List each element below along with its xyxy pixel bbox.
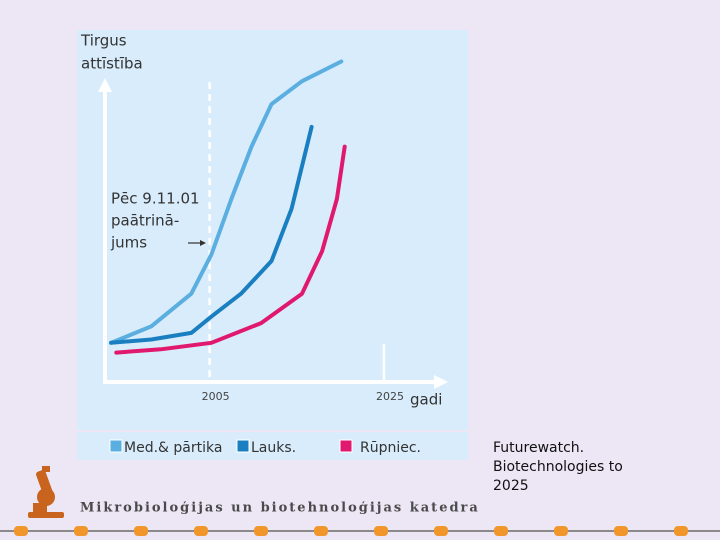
legend-area (77, 432, 468, 460)
annotation-line: Pēc 9.11.01 (111, 190, 200, 208)
y-label-line: attīstība (81, 55, 143, 73)
source-line: Biotechnologies to (493, 459, 623, 475)
source-line: 2025 (493, 478, 529, 494)
footer-rule (0, 526, 720, 536)
x-tick-label: 2025 (376, 390, 404, 403)
legend-label: Lauks. (251, 440, 296, 456)
axes (98, 78, 448, 389)
annotation-arrow (188, 240, 206, 246)
series-line (109, 59, 344, 345)
legend-swatch (236, 439, 250, 453)
x-tick-label: 2005 (202, 390, 230, 403)
legend-swatch (339, 439, 353, 453)
footer: Mikrobioloģijas un biotehnoloģijas kated… (80, 501, 480, 516)
series-line (114, 144, 347, 355)
x-label: gadi (410, 391, 442, 409)
logo (28, 466, 64, 518)
annotation-line: jums (110, 234, 147, 252)
legend-swatch (109, 439, 123, 453)
y-label-line: Tirgus (80, 32, 127, 50)
chart-area (77, 30, 468, 430)
annotation-line: paātrinā- (111, 212, 179, 230)
series-line (109, 124, 314, 345)
legend-label: Rūpniec. (360, 440, 421, 456)
source-line: Futurewatch. (493, 440, 584, 456)
legend-label: Med.& pārtika (124, 440, 222, 456)
